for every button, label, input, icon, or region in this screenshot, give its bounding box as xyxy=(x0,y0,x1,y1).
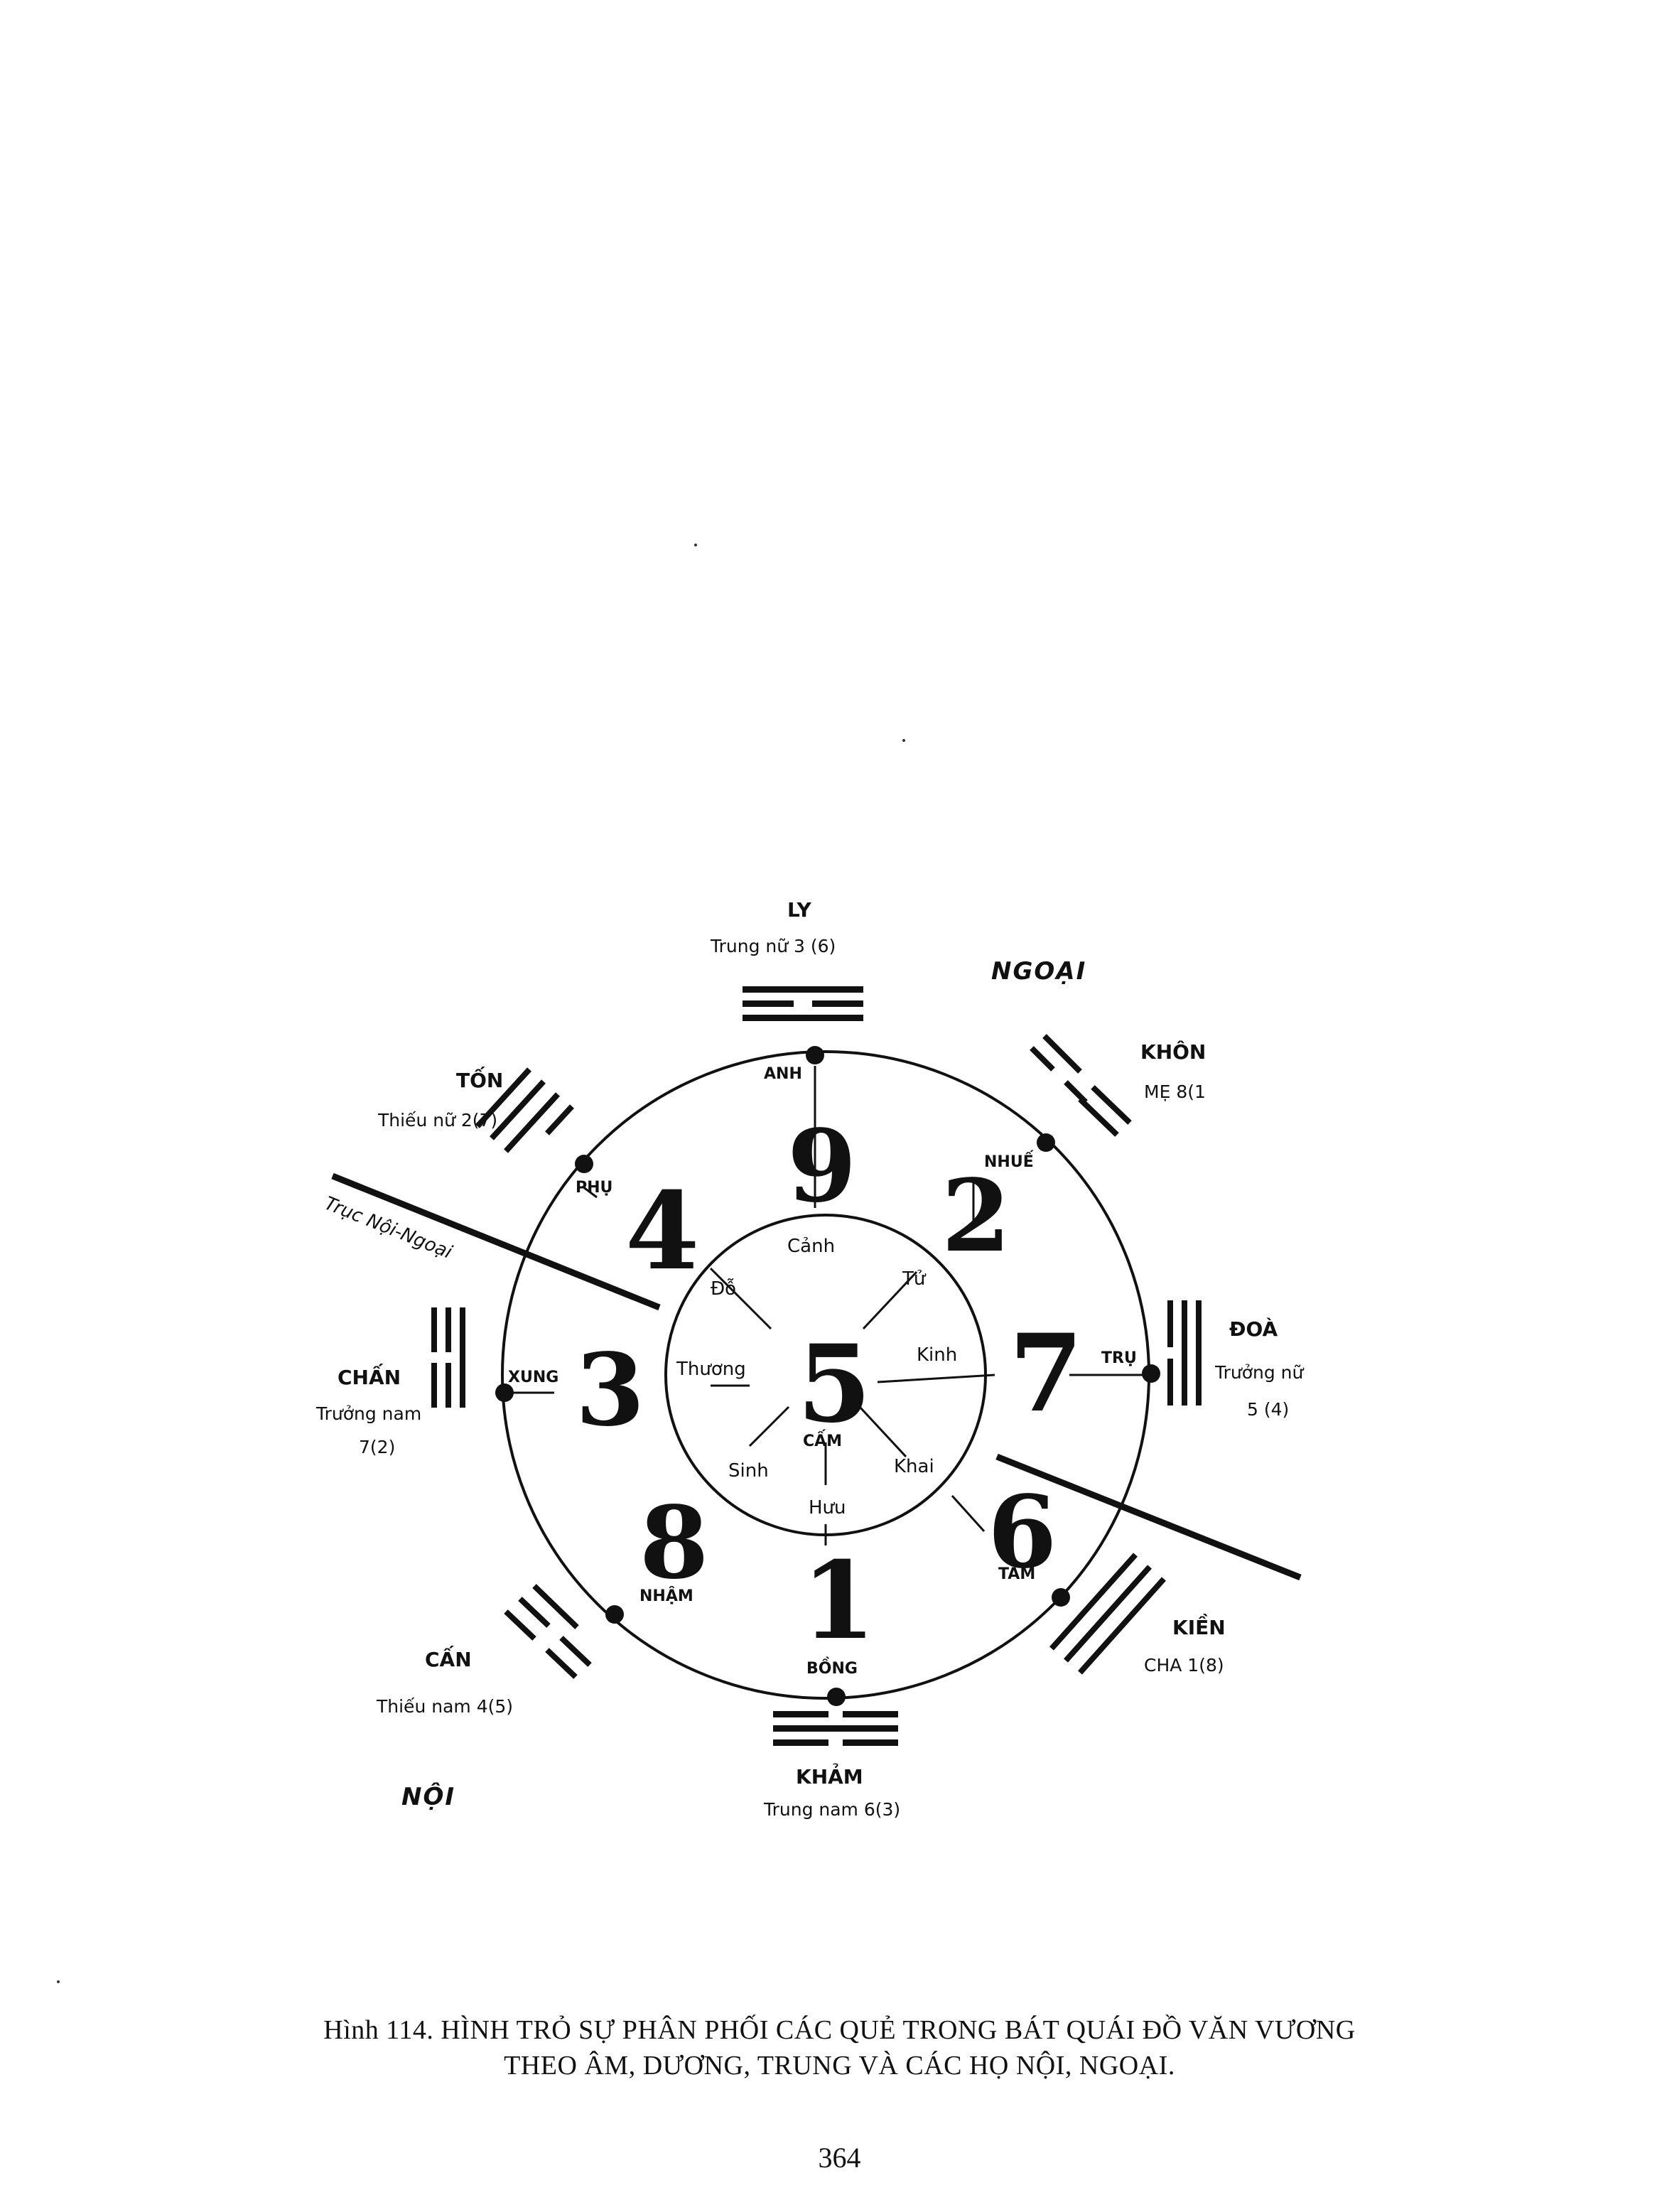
trigram-kham-icon xyxy=(773,1711,898,1746)
number-north: 1 xyxy=(801,1538,875,1663)
trigram-khon-icon xyxy=(1030,1034,1132,1137)
dot-west xyxy=(1142,1364,1160,1383)
trigram-name-ly: LY xyxy=(787,898,811,922)
figure-caption-line2: THEO ÂM, DƯƠNG, TRUNG VÀ CÁC HỌ NỘI, NGO… xyxy=(504,2051,1175,2081)
relation-ly: Trung nữ 3 (6) xyxy=(710,936,836,956)
star-northwest: TÂM xyxy=(998,1565,1035,1583)
axis-label: Trục Nội-Ngoại xyxy=(321,1193,455,1263)
dot-southeast xyxy=(575,1155,593,1173)
gate-southwest: Tử xyxy=(902,1268,927,1290)
trigram-ton-icon xyxy=(475,1067,574,1153)
trigram-name-chan: CHẤN xyxy=(338,1362,401,1389)
trigram-kien-icon xyxy=(1049,1553,1166,1675)
dot-north xyxy=(827,1688,846,1706)
relation-chan-line1: Trưởng nam xyxy=(315,1403,421,1424)
number-southeast: 4 xyxy=(625,1169,699,1294)
dot-southwest xyxy=(1037,1133,1055,1152)
relation-kham: Trung nam 6(3) xyxy=(763,1799,900,1820)
dot-northeast xyxy=(605,1605,624,1624)
scan-speck xyxy=(57,1980,60,1983)
gate-southeast: Đỗ xyxy=(711,1278,736,1300)
trigram-ly-icon xyxy=(743,986,863,1021)
relation-chan-line2: 7(2) xyxy=(359,1437,395,1457)
trigram-name-khon: KHÔN xyxy=(1140,1040,1206,1064)
trigram-doai-icon xyxy=(1167,1300,1202,1406)
number-southwest: 2 xyxy=(941,1158,1010,1275)
dot-east xyxy=(495,1383,514,1402)
star-southwest: NHUẾ xyxy=(984,1150,1035,1171)
region-ngoai: NGOẠI xyxy=(991,957,1086,986)
number-northwest: 6 xyxy=(988,1474,1057,1591)
relation-khon: MẸ 8(1 xyxy=(1144,1081,1206,1102)
number-west: 7 xyxy=(1009,1311,1083,1436)
star-west: TRỤ xyxy=(1101,1349,1137,1367)
scan-speck xyxy=(694,544,697,546)
figure-caption-line1: Hình 114. HÌNH TRỎ SỰ PHÂN PHỐI CÁC QUẺ … xyxy=(323,2015,1356,2045)
axis-line-lower xyxy=(995,1453,1302,1581)
star-center: CẤM xyxy=(803,1430,842,1450)
gate-northeast: Sinh xyxy=(728,1460,769,1482)
star-north: BỒNG xyxy=(806,1657,858,1678)
dot-northwest xyxy=(1052,1588,1070,1607)
trigram-can-icon xyxy=(504,1584,592,1679)
number-east: 3 xyxy=(576,1332,644,1449)
number-northeast: 8 xyxy=(639,1485,708,1602)
star-northeast: NHẬM xyxy=(639,1586,693,1605)
gate-north: Hưu xyxy=(809,1497,846,1518)
gate-northwest: Khai xyxy=(894,1456,934,1477)
star-south: ANH xyxy=(764,1065,802,1083)
relation-doai-line1: Trưởng nữ xyxy=(1214,1362,1305,1383)
trigram-name-kien: KIỀN xyxy=(1172,1613,1226,1639)
gate-east: Thương xyxy=(676,1359,746,1380)
relation-doai-line2: 5 (4) xyxy=(1247,1399,1289,1420)
relation-can: Thiếu nam 4(5) xyxy=(376,1696,513,1717)
relation-kien: CHA 1(8) xyxy=(1144,1655,1224,1676)
trigram-name-ton: TỐN xyxy=(456,1065,503,1092)
gate-south: Cảnh xyxy=(787,1236,835,1257)
trigram-chan-icon xyxy=(431,1307,465,1408)
number-south: 9 xyxy=(787,1108,856,1225)
number-center: 5 xyxy=(797,1322,871,1447)
relation-ton: Thiếu nữ 2(7) xyxy=(377,1110,497,1131)
gate-west: Kinh xyxy=(917,1344,957,1366)
star-southeast: PHỤ xyxy=(576,1179,612,1197)
axis-line-upper xyxy=(331,1172,661,1311)
trigram-name-doai: ĐOÀ xyxy=(1229,1317,1278,1341)
trigram-name-can: CẤN xyxy=(425,1644,472,1671)
dot-south xyxy=(806,1046,824,1064)
star-east: XUNG xyxy=(508,1369,558,1386)
page-number: 364 xyxy=(818,2142,861,2174)
trigram-name-kham: KHẢM xyxy=(796,1762,863,1789)
region-noi: NỘI xyxy=(401,1782,455,1811)
scan-speck xyxy=(902,739,905,742)
